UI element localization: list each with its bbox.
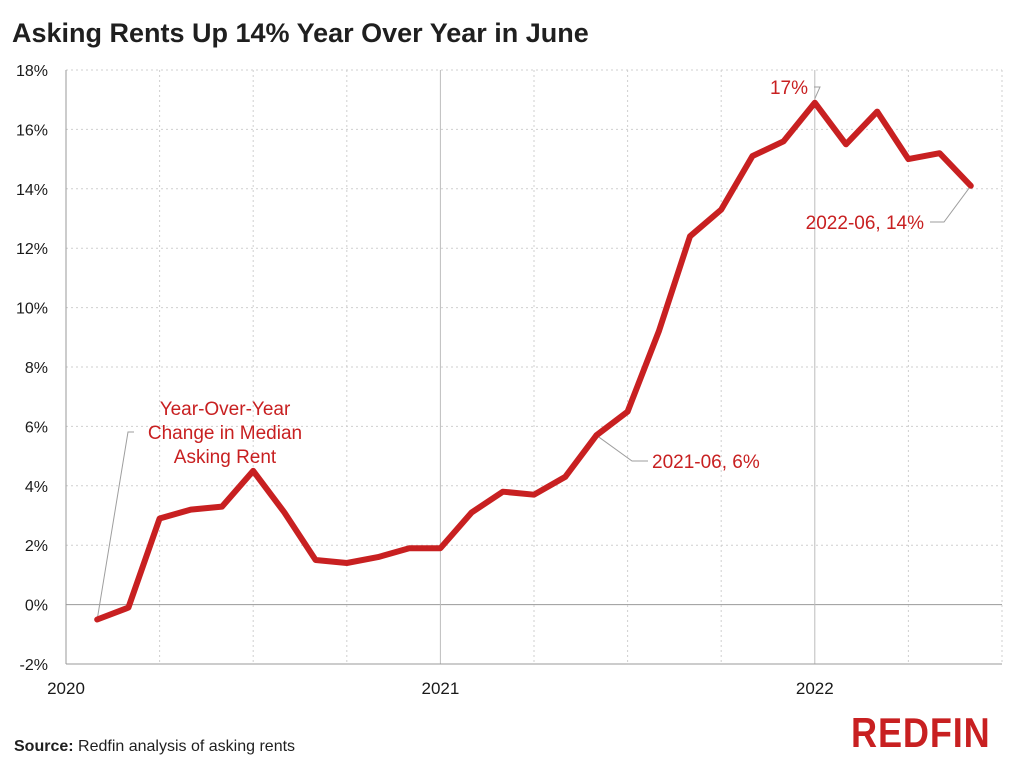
data-point xyxy=(437,545,443,551)
data-point xyxy=(937,150,943,156)
y-tick-label: 0% xyxy=(25,598,48,615)
y-tick-label: 16% xyxy=(16,122,48,139)
y-tick-label: 4% xyxy=(25,479,48,496)
data-point xyxy=(500,489,506,495)
data-point xyxy=(313,557,319,563)
data-point xyxy=(874,109,880,115)
annotation-peak: 17% xyxy=(770,78,808,99)
annotation-leaders xyxy=(96,86,972,620)
series-label-annotation: Year-Over-Year Change in Median Asking Ren… xyxy=(148,399,302,468)
y-tick-label: 2% xyxy=(25,538,48,555)
data-point xyxy=(718,207,724,213)
data-point xyxy=(94,616,100,622)
y-tick-label: 14% xyxy=(16,182,48,199)
x-tick-label: 2020 xyxy=(47,679,85,698)
x-axis-tick-labels: 2020 2021 2022 xyxy=(47,679,834,698)
annotation-line: Year-Over-Year xyxy=(160,399,291,420)
y-tick-label: 8% xyxy=(25,360,48,377)
data-point xyxy=(687,233,693,239)
data-point xyxy=(125,605,131,611)
y-tick-label: -2% xyxy=(20,657,48,674)
leader-line xyxy=(814,86,821,99)
annotation-2022-06: 2022-06, 14% xyxy=(806,213,924,234)
data-point xyxy=(219,504,225,510)
data-point xyxy=(905,156,911,162)
gridlines xyxy=(65,69,1003,665)
y-tick-label: 12% xyxy=(16,241,48,258)
data-point xyxy=(749,153,755,159)
data-point xyxy=(469,510,475,516)
leader-line xyxy=(96,431,134,620)
y-tick-label: 6% xyxy=(25,419,48,436)
data-point xyxy=(625,409,631,415)
data-point xyxy=(843,141,849,147)
leader-line xyxy=(930,185,972,223)
annotation-line: Asking Rent xyxy=(174,447,277,468)
data-point xyxy=(375,554,381,560)
chart-title: Asking Rents Up 14% Year Over Year in Ju… xyxy=(12,18,589,48)
leader-line xyxy=(596,434,648,462)
data-point xyxy=(344,560,350,566)
x-tick-label: 2022 xyxy=(796,679,834,698)
data-point xyxy=(968,183,974,189)
series-line xyxy=(94,99,974,623)
annotations: Year-Over-Year Change in Median Asking Ren… xyxy=(148,78,924,473)
y-tick-label: 10% xyxy=(16,301,48,318)
data-point xyxy=(281,510,287,516)
x-tick-label: 2021 xyxy=(421,679,459,698)
source-text: Redfin analysis of asking rents xyxy=(78,738,296,755)
annotation-line: Change in Median xyxy=(148,423,302,444)
data-point xyxy=(812,100,818,106)
data-point xyxy=(406,545,412,551)
data-point xyxy=(781,138,787,144)
annotation-2021-06: 2021-06, 6% xyxy=(652,452,760,473)
y-axis-tick-labels: -2% 0% 2% 4% 6% 8% 10% 12% 14% 16% 18% xyxy=(16,63,48,674)
y-tick-label: 18% xyxy=(16,63,48,80)
data-point xyxy=(656,328,662,334)
source-label: Source: xyxy=(14,738,74,755)
data-point xyxy=(250,468,256,474)
source-note: Source: Redfin analysis of asking rents xyxy=(14,738,295,756)
data-point xyxy=(157,515,163,521)
data-point xyxy=(188,507,194,513)
data-point xyxy=(531,492,537,498)
data-point xyxy=(562,474,568,480)
redfin-logo: REDFIN xyxy=(851,709,991,756)
data-point xyxy=(593,432,599,438)
